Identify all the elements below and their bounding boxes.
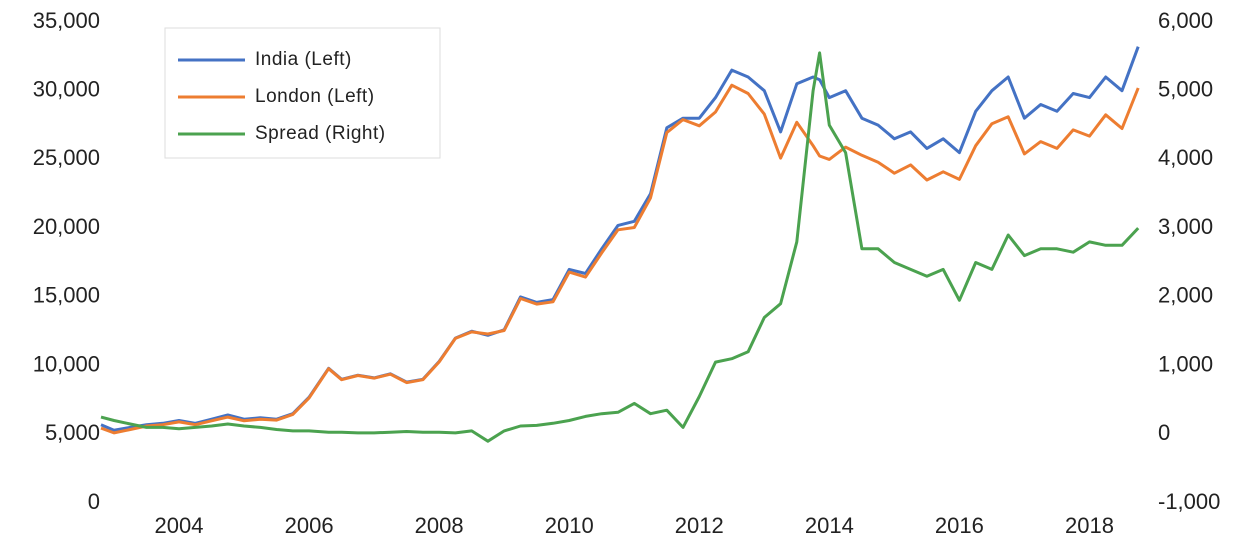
y2-tick-label: 2,000 — [1158, 283, 1213, 308]
y2-tick-label: 3,000 — [1158, 214, 1213, 239]
y-tick-label: 20,000 — [33, 214, 100, 239]
series-line — [100, 83, 1140, 435]
legend-box — [164, 27, 441, 159]
x-tick-label: 2014 — [805, 513, 854, 538]
y-tick-label: 0 — [88, 489, 100, 514]
legend: India (Left) London (Left) Spread (Right) — [164, 27, 441, 159]
x-tick-label: 2006 — [285, 513, 334, 538]
y2-tick-label: -1,000 — [1158, 489, 1220, 514]
y-tick-label: 15,000 — [33, 283, 100, 308]
x-tick-label: 2010 — [545, 513, 594, 538]
series-line — [100, 51, 1140, 443]
x-tick-label: 2008 — [415, 513, 464, 538]
y-tick-label: 30,000 — [33, 77, 100, 102]
y2-tick-label: 4,000 — [1158, 145, 1213, 170]
legend-label: India (Left) — [255, 49, 352, 70]
y2-tick-label: 5,000 — [1158, 77, 1213, 102]
x-tick-label: 2016 — [935, 513, 984, 538]
y2-tick-label: 0 — [1158, 420, 1170, 445]
y-tick-label: 35,000 — [33, 8, 100, 33]
y2-tick-label: 6,000 — [1158, 8, 1213, 33]
y-tick-label: 5,000 — [45, 420, 100, 445]
y2-tick-label: 1,000 — [1158, 351, 1213, 376]
legend-label: London (Left) — [255, 86, 375, 107]
legend-label: Spread (Right) — [255, 123, 386, 144]
y-tick-label: 25,000 — [33, 145, 100, 170]
x-tick-label: 2012 — [675, 513, 724, 538]
y-tick-label: 10,000 — [33, 351, 100, 376]
x-tick-label: 2004 — [155, 513, 204, 538]
x-tick-label: 2018 — [1065, 513, 1114, 538]
